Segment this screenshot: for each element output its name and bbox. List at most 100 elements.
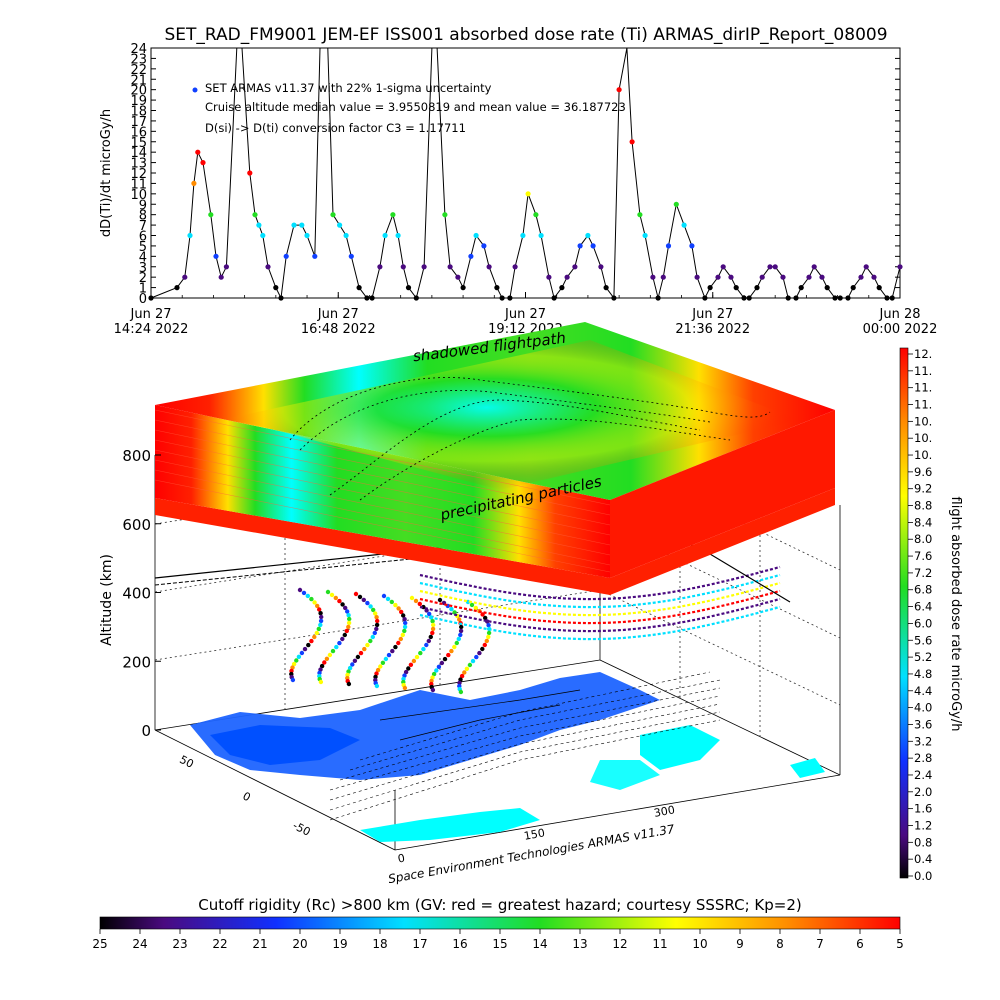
flight-path-point bbox=[434, 668, 439, 673]
dose-rate-point bbox=[499, 295, 505, 301]
3d-panel: shadowed flightpath precipitating partic… bbox=[99, 322, 841, 886]
dose-colorbar-tick-label: 11. bbox=[914, 381, 932, 395]
flight-path-point bbox=[294, 658, 299, 663]
dose-rate-point bbox=[200, 160, 206, 166]
dose-rate-point bbox=[442, 212, 448, 218]
dose-rate-point bbox=[702, 295, 708, 301]
dose-rate-point bbox=[520, 232, 526, 239]
flight-path-point bbox=[340, 636, 345, 642]
dose-rate-point bbox=[247, 170, 253, 176]
flight-path-point bbox=[393, 644, 398, 650]
dose-rate-point bbox=[256, 222, 262, 228]
dose-colorbar-tick-label: 11. bbox=[914, 364, 932, 378]
top-y-tick-label: 24 bbox=[130, 42, 147, 57]
dose-rate-point bbox=[468, 253, 474, 259]
top-y-tick-label: 8 bbox=[139, 209, 147, 224]
dose-rate-point bbox=[832, 295, 838, 301]
top-series bbox=[148, 47, 903, 301]
dose-colorbar-tick-label: 10. bbox=[914, 448, 932, 462]
dose-colorbar-tick-label: 12. bbox=[914, 347, 932, 361]
rigidity-colorbar-tick-label: 5 bbox=[896, 937, 904, 951]
dose-rate-point bbox=[590, 243, 596, 249]
rigidity-colorbar-tick-label: 16 bbox=[452, 937, 467, 951]
dose-colorbar-tick-label: 8.4 bbox=[914, 515, 932, 529]
top-legend: SET ARMAS v11.37 with 22% 1-sigma uncert… bbox=[192, 81, 626, 135]
flight-path-point bbox=[480, 646, 485, 652]
dose-rate-point bbox=[330, 212, 336, 218]
dose-rate-point bbox=[819, 274, 825, 280]
dose-rate-point bbox=[538, 232, 544, 239]
rigidity-colorbar-gradient bbox=[99, 916, 901, 930]
dose-colorbar-tick-label: 6.8 bbox=[914, 583, 932, 597]
dose-rate-point bbox=[223, 264, 229, 270]
flight-path-point bbox=[290, 665, 295, 670]
dose-rate-point bbox=[837, 295, 843, 301]
dose-rate-point bbox=[871, 274, 877, 280]
flight-path-point bbox=[375, 667, 381, 673]
altitude-tick-label: 0 bbox=[141, 722, 151, 740]
dose-rate-point bbox=[473, 232, 479, 239]
flight-path-point bbox=[457, 680, 462, 686]
dose-rate-point bbox=[585, 232, 591, 239]
rigidity-colorbar-tick-label: 25 bbox=[92, 937, 107, 951]
dose-rate-point bbox=[689, 243, 695, 249]
flight-path-point bbox=[464, 666, 470, 671]
dose-rate-point bbox=[382, 232, 388, 239]
flight-path-point bbox=[401, 613, 406, 618]
flight-path-point bbox=[439, 660, 445, 666]
dose-rate-point bbox=[850, 285, 856, 291]
dose-colorbar-tick-label: 4.4 bbox=[914, 684, 932, 698]
flight-path-point bbox=[390, 648, 395, 654]
top-y-tick-label: 20 bbox=[130, 84, 147, 99]
top-y-axis-label: dD(Ti)/dt microGy/h bbox=[99, 109, 114, 237]
flight-path-point bbox=[358, 650, 364, 656]
dose-rate-point bbox=[494, 285, 500, 291]
flight-path-point bbox=[459, 624, 464, 630]
flight-path-point bbox=[421, 646, 426, 652]
top-x-tick-label-top: Jun 27 bbox=[504, 307, 546, 322]
dose-colorbar: 12. 11. 11. 11. 10. 10. 10. 9.6 9.2 8.8 8.4 8.0 7.6 7… bbox=[899, 347, 963, 883]
dose-colorbar-tick-label: 6.4 bbox=[914, 600, 932, 614]
top-chart: dD(Ti)/dt microGy/h 01234567891011121314… bbox=[99, 42, 937, 337]
latitude-tick-label: 0 bbox=[241, 790, 253, 805]
flight-path-point bbox=[346, 669, 351, 674]
rigidity-colorbar-tick-label: 6 bbox=[856, 937, 864, 951]
legend-line-1: SET ARMAS v11.37 with 22% 1-sigma uncert… bbox=[205, 81, 492, 95]
flight-path-point bbox=[467, 662, 473, 668]
dose-rate-point bbox=[400, 264, 406, 270]
dose-rate-point bbox=[364, 295, 370, 301]
dose-colorbar-tick-label: 1.6 bbox=[914, 802, 932, 816]
flight-path-track bbox=[419, 597, 781, 633]
dose-colorbar-tick-label: 5.6 bbox=[914, 633, 932, 647]
flight-path-point bbox=[409, 595, 415, 601]
flight-path-point bbox=[454, 640, 459, 646]
dose-rate-point bbox=[665, 243, 672, 249]
legend-line-2: Cruise altitude median value = 3.9550819… bbox=[205, 100, 626, 114]
dose-rate-point bbox=[642, 232, 648, 239]
flight-path-point bbox=[312, 634, 317, 640]
flight-path-point bbox=[318, 618, 324, 624]
flight-path-point bbox=[373, 674, 378, 680]
top-x-tick-label-top: Jun 28 bbox=[879, 307, 921, 322]
flight-path-point bbox=[347, 616, 352, 622]
dose-rate-point bbox=[798, 285, 804, 291]
top-y-tick-label: 11 bbox=[130, 177, 147, 192]
flight-path-point bbox=[297, 587, 303, 593]
flight-path-point bbox=[329, 592, 335, 598]
flight-path-point bbox=[486, 630, 492, 636]
flight-path-point bbox=[401, 676, 406, 682]
flight-path-point bbox=[317, 670, 322, 676]
dose-rate-point bbox=[507, 295, 513, 301]
top-y-tick-label: 10 bbox=[130, 188, 147, 203]
flight-path-point bbox=[301, 590, 307, 596]
flight-path-point bbox=[449, 648, 454, 654]
dose-rate-point bbox=[897, 264, 903, 270]
flight-path-point bbox=[343, 605, 348, 611]
flight-path-point bbox=[337, 640, 342, 646]
flight-path-point bbox=[402, 624, 408, 630]
dose-rate-point bbox=[577, 243, 583, 249]
dose-rate-point bbox=[218, 274, 224, 280]
flight-path-track bbox=[419, 573, 781, 609]
longitude-ticks: 0 150 300 bbox=[397, 803, 676, 865]
